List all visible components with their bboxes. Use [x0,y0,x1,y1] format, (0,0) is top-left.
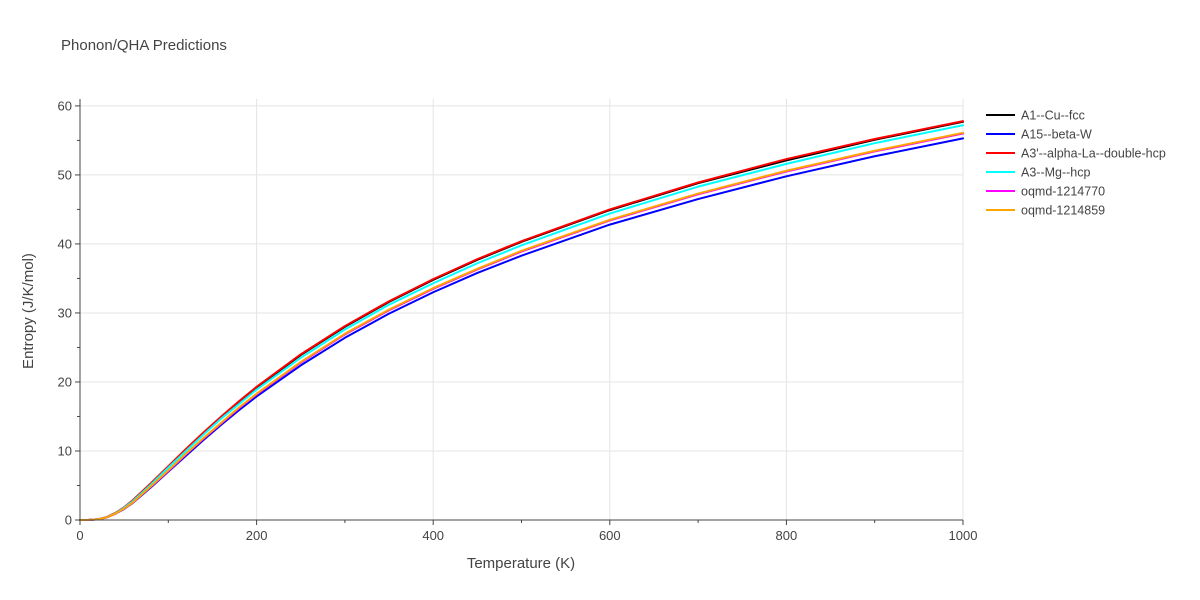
series-line-2 [79,120,964,521]
y-tick-label: 10 [58,443,72,458]
x-tick-label: 0 [76,528,83,543]
x-tick-label: 600 [599,528,621,543]
series-line-1 [79,137,964,521]
x-tick-label: 1000 [949,528,978,543]
y-tick-label: 50 [58,167,72,182]
plot-area [79,120,964,521]
y-tick-label: 0 [65,513,72,528]
legend-label-1: A15--beta-W [1021,128,1092,142]
series-line-3 [79,124,964,521]
series-line-4 [79,132,964,521]
legend-label-3: A3--Mg--hcp [1021,166,1091,180]
legend: A1--Cu--fcc A15--beta-W A3'--alpha-La--dou… [986,109,1166,218]
legend-label-4: oqmd-1214770 [1021,185,1105,199]
x-tick-label: 200 [246,528,268,543]
x-tick-label: 400 [422,528,444,543]
legend-label-0: A1--Cu--fcc [1021,109,1085,123]
legend-label-2: A3'--alpha-La--double-hcp [1021,147,1166,161]
y-tick-label: 60 [58,98,72,113]
legend-label-5: oqmd-1214859 [1021,204,1105,218]
y-tick-label: 40 [58,236,72,251]
series-line-5 [79,131,964,521]
axes: 0 200 400 600 800 1000 0 10 20 30 40 50 60 [58,98,978,543]
x-tick-label: 800 [776,528,798,543]
y-axis-title: Entropy (J/K/mol) [20,253,37,369]
chart-title: Phonon/QHA Predictions [61,37,227,54]
series-line-0 [79,120,964,521]
x-axis-title: Temperature (K) [467,555,575,572]
y-tick-label: 30 [58,305,72,320]
grid-lines [80,99,964,520]
y-tick-label: 20 [58,374,72,389]
